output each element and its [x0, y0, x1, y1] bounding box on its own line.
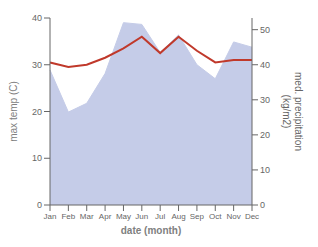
- svg-text:Nov: Nov: [227, 212, 241, 221]
- svg-text:40: 40: [32, 13, 42, 23]
- svg-text:Dec: Dec: [245, 212, 259, 221]
- svg-text:30: 30: [260, 95, 270, 105]
- svg-text:May: May: [116, 212, 131, 221]
- svg-text:Jan: Jan: [44, 212, 57, 221]
- svg-text:Apr: Apr: [99, 212, 112, 221]
- svg-text:50: 50: [260, 25, 270, 35]
- svg-text:max temp (C): max temp (C): [8, 81, 19, 142]
- svg-text:40: 40: [260, 60, 270, 70]
- svg-text:med. precipitation(kg/m2): med. precipitation(kg/m2): [281, 72, 304, 151]
- svg-text:date (month): date (month): [121, 225, 182, 236]
- svg-text:30: 30: [32, 60, 42, 70]
- svg-text:Jun: Jun: [135, 212, 148, 221]
- svg-text:20: 20: [32, 107, 42, 117]
- svg-text:Jul: Jul: [155, 212, 165, 221]
- svg-text:Sep: Sep: [190, 212, 205, 221]
- svg-text:10: 10: [260, 165, 270, 175]
- svg-text:Oct: Oct: [209, 212, 222, 221]
- svg-text:Mar: Mar: [80, 212, 94, 221]
- svg-text:20: 20: [260, 130, 270, 140]
- svg-text:0: 0: [37, 200, 42, 210]
- svg-text:Feb: Feb: [61, 212, 75, 221]
- svg-text:0: 0: [260, 200, 265, 210]
- svg-text:10: 10: [32, 153, 42, 163]
- svg-text:Aug: Aug: [171, 212, 185, 221]
